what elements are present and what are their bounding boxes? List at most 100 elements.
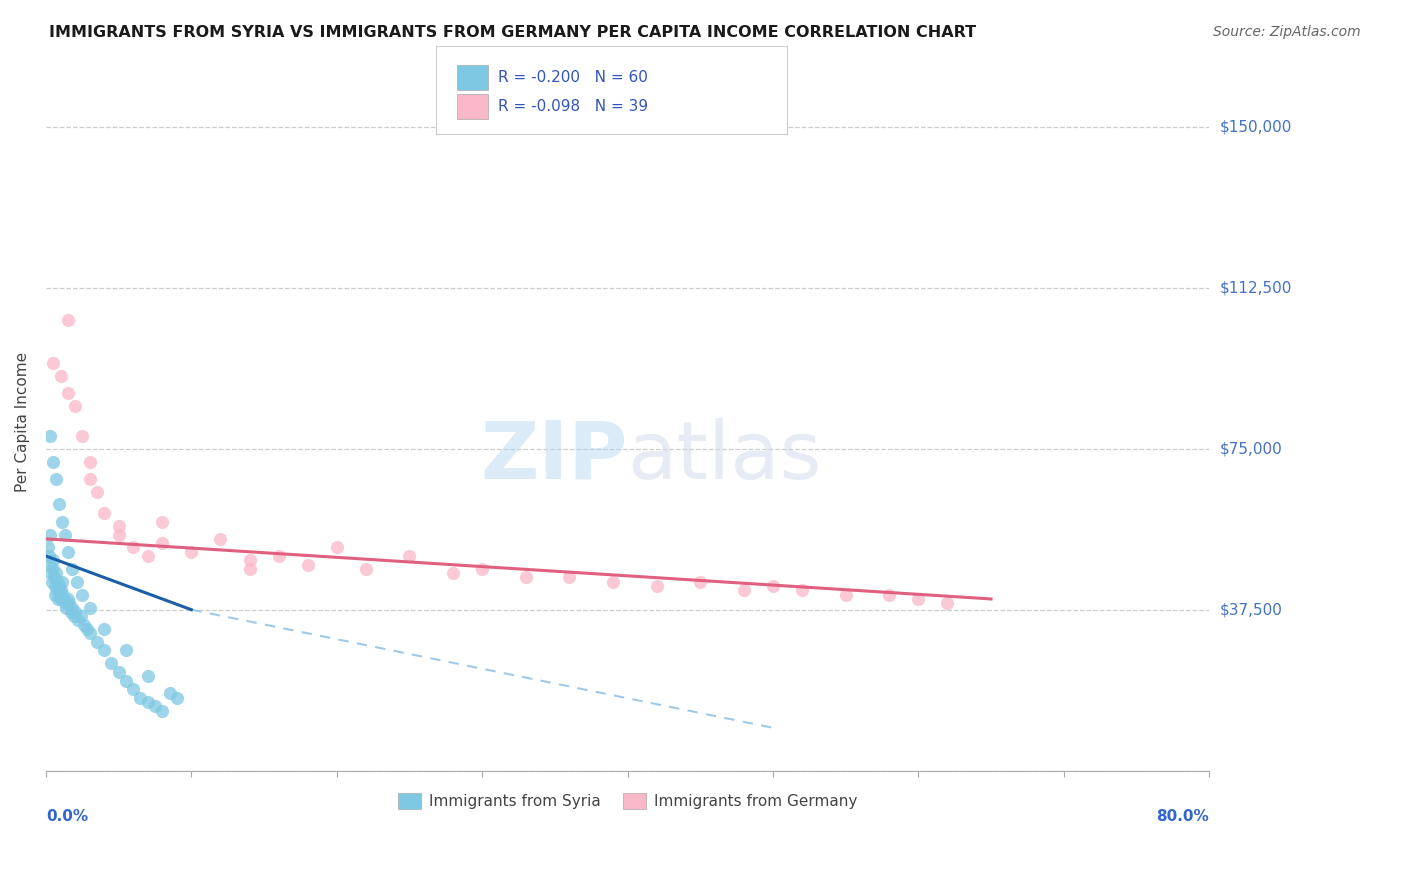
Point	[65, 574, 87, 589]
Point	[558, 570, 581, 584]
Legend: Immigrants from Syria, Immigrants from Germany: Immigrants from Syria, Immigrants from G…	[392, 787, 863, 815]
Point	[150, 515, 173, 529]
Point	[79, 472, 101, 486]
Point	[45, 566, 67, 581]
Point	[762, 579, 785, 593]
Text: ZIP: ZIP	[481, 417, 627, 496]
Point	[166, 690, 188, 705]
Text: 80.0%: 80.0%	[1156, 809, 1209, 824]
Point	[46, 591, 69, 606]
Point	[834, 588, 856, 602]
Point	[733, 583, 755, 598]
Point	[56, 313, 79, 327]
Point	[107, 665, 129, 679]
Point	[602, 574, 624, 589]
Point	[38, 549, 60, 563]
Point	[56, 385, 79, 400]
Text: $75,000: $75,000	[1220, 442, 1282, 456]
Point	[115, 643, 138, 657]
Point	[51, 574, 73, 589]
Point	[53, 527, 76, 541]
Point	[86, 484, 108, 499]
Point	[326, 541, 349, 555]
Text: R = -0.098   N = 39: R = -0.098 N = 39	[498, 99, 648, 113]
Point	[136, 549, 159, 563]
Point	[44, 588, 66, 602]
Point	[51, 591, 73, 606]
Point	[115, 673, 138, 688]
Text: R = -0.200   N = 60: R = -0.200 N = 60	[498, 70, 648, 85]
Point	[297, 558, 319, 572]
Point	[51, 515, 73, 529]
Point	[515, 570, 537, 584]
Point	[59, 605, 82, 619]
Point	[238, 553, 260, 567]
Point	[42, 570, 65, 584]
Point	[471, 562, 494, 576]
Point	[39, 566, 62, 581]
Point	[56, 545, 79, 559]
Point	[49, 588, 72, 602]
Text: $112,500: $112,500	[1220, 280, 1292, 295]
Point	[45, 472, 67, 486]
Point	[58, 596, 80, 610]
Point	[44, 579, 66, 593]
Point	[56, 591, 79, 606]
Point	[79, 600, 101, 615]
Point	[39, 429, 62, 443]
Point	[238, 562, 260, 576]
Point	[107, 519, 129, 533]
Point	[100, 657, 122, 671]
Point	[60, 600, 83, 615]
Point	[38, 558, 60, 572]
Point	[645, 579, 668, 593]
Point	[129, 690, 152, 705]
Point	[39, 527, 62, 541]
Point	[936, 596, 959, 610]
Point	[37, 541, 59, 555]
Point	[93, 622, 115, 636]
Text: 0.0%: 0.0%	[46, 809, 89, 824]
Point	[70, 609, 93, 624]
Point	[136, 695, 159, 709]
Point	[42, 562, 65, 576]
Point	[86, 635, 108, 649]
Point	[45, 583, 67, 598]
Point	[49, 583, 72, 598]
Point	[55, 600, 77, 615]
Point	[53, 596, 76, 610]
Text: atlas: atlas	[627, 417, 823, 496]
Point	[907, 591, 929, 606]
Y-axis label: Per Capita Income: Per Capita Income	[15, 351, 30, 491]
Point	[441, 566, 464, 581]
Point	[76, 622, 98, 636]
Point	[159, 686, 181, 700]
Text: $37,500: $37,500	[1220, 602, 1284, 617]
Point	[42, 454, 65, 468]
Point	[790, 583, 813, 598]
Point	[209, 532, 232, 546]
Point	[48, 498, 70, 512]
Text: Source: ZipAtlas.com: Source: ZipAtlas.com	[1213, 25, 1361, 39]
Point	[122, 541, 145, 555]
Point	[150, 536, 173, 550]
Point	[93, 506, 115, 520]
Point	[41, 553, 63, 567]
Point	[63, 399, 86, 413]
Point	[150, 704, 173, 718]
Point	[48, 579, 70, 593]
Point	[46, 574, 69, 589]
Point	[398, 549, 420, 563]
Point	[63, 605, 86, 619]
Point	[60, 562, 83, 576]
Point	[62, 609, 84, 624]
Point	[354, 562, 377, 576]
Point	[689, 574, 711, 589]
Point	[877, 588, 900, 602]
Point	[49, 368, 72, 383]
Point	[267, 549, 290, 563]
Point	[79, 626, 101, 640]
Point	[41, 574, 63, 589]
Point	[180, 545, 202, 559]
Point	[136, 669, 159, 683]
